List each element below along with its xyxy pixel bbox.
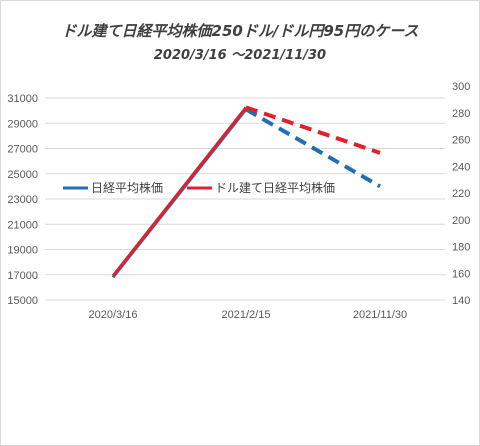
y-right-tick-label: 280 — [452, 108, 470, 120]
chart-title: ドル建て日経平均株価250ドル/ドル円95円のケース — [61, 22, 419, 40]
x-tick-label: 2021/11/30 — [353, 309, 407, 321]
legend-label: 日経平均株価 — [91, 180, 163, 195]
y-right-tick-label: 160 — [452, 268, 470, 280]
chart-subtitle: 2020/3/16 ～2021/11/30 — [153, 48, 327, 63]
x-tick-label: 2021/2/15 — [222, 309, 271, 321]
y-right-tick-label: 300 — [452, 81, 470, 93]
y-left-tick-label: 29000 — [7, 118, 38, 130]
series-line-dashed — [245, 107, 381, 189]
y-left-tick-label: 25000 — [7, 169, 38, 181]
x-tick-label: 2020/3/16 — [89, 309, 138, 321]
y-right-tick-label: 260 — [452, 135, 470, 147]
y-right-tick-label: 240 — [452, 161, 470, 173]
y-left-tick-label: 31000 — [7, 93, 38, 105]
y-left-tick-label: 17000 — [7, 270, 38, 282]
y-left-tick-label: 21000 — [7, 219, 38, 231]
y-right-tick-label: 220 — [452, 188, 470, 200]
y-left-tick-label: 19000 — [7, 245, 38, 257]
y-left-tick-label: 23000 — [7, 194, 38, 206]
y-left-tick-label: 15000 — [7, 295, 38, 307]
series-line-solid — [111, 106, 248, 277]
legend-label: ドル建て日経平均株価 — [215, 180, 335, 195]
y-right-tick-label: 140 — [452, 295, 470, 307]
y-right-tick-label: 200 — [452, 215, 470, 227]
y-right-tick-label: 180 — [452, 242, 470, 254]
y-left-tick-label: 27000 — [7, 144, 38, 156]
series-line-dashed — [245, 105, 381, 155]
